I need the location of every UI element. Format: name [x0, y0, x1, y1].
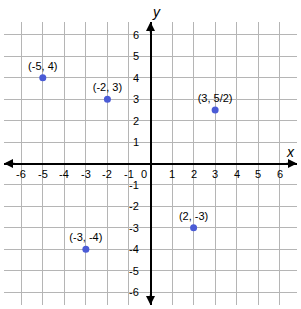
svg-text:6: 6: [133, 29, 139, 41]
svg-text:(3, 5/2): (3, 5/2): [198, 92, 233, 104]
svg-text:(-3, -4): (-3, -4): [69, 231, 102, 243]
svg-text:1: 1: [133, 136, 139, 148]
svg-text:-3: -3: [81, 168, 91, 180]
svg-text:-6: -6: [16, 168, 26, 180]
svg-text:3: 3: [212, 168, 218, 180]
svg-text:-3: -3: [129, 222, 139, 234]
svg-text:4: 4: [234, 168, 240, 180]
svg-text:(-2, 3): (-2, 3): [93, 81, 122, 93]
svg-text:-5: -5: [38, 168, 48, 180]
svg-text:(2, -3): (2, -3): [179, 210, 208, 222]
svg-text:(-5, 4): (-5, 4): [28, 60, 57, 72]
svg-text:-5: -5: [129, 265, 139, 277]
svg-text:2: 2: [191, 168, 197, 180]
svg-text:-4: -4: [129, 243, 139, 255]
svg-text:-2: -2: [129, 200, 139, 212]
svg-text:5: 5: [255, 168, 261, 180]
svg-text:-6: -6: [129, 286, 139, 298]
svg-text:2: 2: [133, 115, 139, 127]
svg-text:-1: -1: [129, 179, 139, 191]
svg-text:-1: -1: [124, 168, 134, 180]
svg-text:-4: -4: [59, 168, 69, 180]
svg-text:0: 0: [141, 168, 147, 180]
svg-text:1: 1: [169, 168, 175, 180]
svg-text:5: 5: [133, 50, 139, 62]
svg-text:3: 3: [133, 93, 139, 105]
svg-text:y: y: [152, 4, 161, 20]
svg-text:-2: -2: [102, 168, 112, 180]
svg-text:4: 4: [133, 72, 139, 84]
svg-text:x: x: [286, 144, 295, 160]
svg-text:6: 6: [277, 168, 283, 180]
